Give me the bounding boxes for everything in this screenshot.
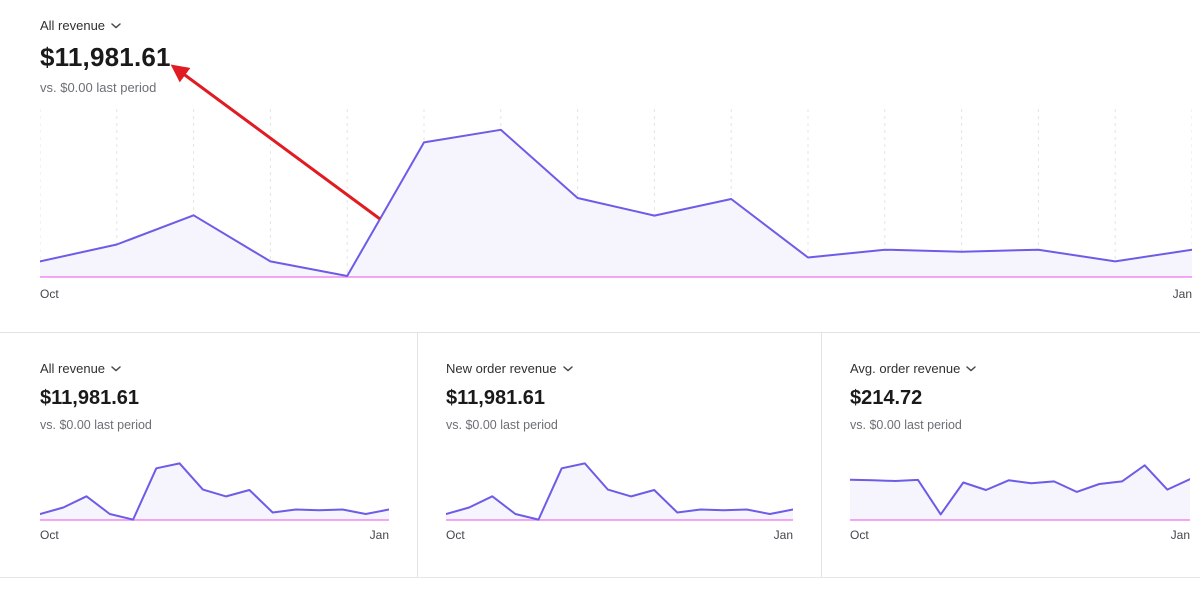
card-metric-label: Avg. order revenue — [850, 361, 961, 376]
chevron-down-icon — [966, 365, 977, 371]
card-avg-order-revenue: Avg. order revenue $214.72 vs. $0.00 las… — [821, 333, 1200, 577]
x-axis-start-label: Oct — [40, 287, 59, 301]
card-sparkline-chart — [40, 462, 389, 521]
card-x-axis: Oct Jan — [850, 528, 1190, 542]
main-metric-value: $11,981.61 — [40, 42, 171, 72]
card-metric-value: $11,981.61 — [446, 387, 545, 409]
x-axis-start-label: Oct — [40, 528, 59, 542]
main-chart-x-axis: Oct Jan — [40, 287, 1192, 301]
chevron-down-icon — [111, 22, 121, 28]
metric-cards-row: All revenue $11,981.61 vs. $0.00 last pe… — [0, 332, 1200, 578]
card-all-revenue: All revenue $11,981.61 vs. $0.00 last pe… — [0, 333, 417, 577]
x-axis-end-label: Jan — [369, 528, 389, 542]
chevron-down-icon — [562, 365, 573, 371]
card-sparkline-chart — [446, 462, 793, 521]
main-metric-comparison: vs. $0.00 last period — [40, 80, 157, 95]
card-sparkline-chart — [850, 464, 1190, 521]
card-x-axis: Oct Jan — [40, 528, 389, 542]
card-metric-label: All revenue — [40, 361, 106, 376]
card-metric-comparison: vs. $0.00 last period — [40, 418, 152, 432]
main-metric-label: All revenue — [40, 18, 106, 33]
card-metric-comparison: vs. $0.00 last period — [446, 418, 558, 432]
card-x-axis: Oct Jan — [446, 528, 793, 542]
x-axis-end-label: Jan — [1170, 528, 1190, 542]
main-metric-header: All revenue $11,981.61 vs. $0.00 last pe… — [0, 0, 1200, 95]
card-new-order-revenue: New order revenue $11,981.61 vs. $0.00 l… — [417, 333, 821, 577]
main-revenue-chart — [40, 109, 1192, 278]
main-metric-selector[interactable]: All revenue — [40, 16, 121, 35]
x-axis-start-label: Oct — [850, 528, 869, 542]
main-revenue-chart-area: Oct Jan — [40, 109, 1192, 301]
x-axis-end-label: Jan — [1172, 287, 1192, 301]
card-metric-selector[interactable]: Avg. order revenue — [850, 359, 977, 378]
card-metric-label: New order revenue — [446, 361, 557, 376]
card-metric-value: $214.72 — [850, 387, 923, 409]
card-metric-comparison: vs. $0.00 last period — [850, 418, 962, 432]
card-metric-selector[interactable]: All revenue — [40, 359, 121, 378]
card-metric-value: $11,981.61 — [40, 387, 139, 409]
x-axis-start-label: Oct — [446, 528, 465, 542]
chevron-down-icon — [111, 365, 121, 371]
x-axis-end-label: Jan — [773, 528, 793, 542]
card-metric-selector[interactable]: New order revenue — [446, 359, 573, 378]
